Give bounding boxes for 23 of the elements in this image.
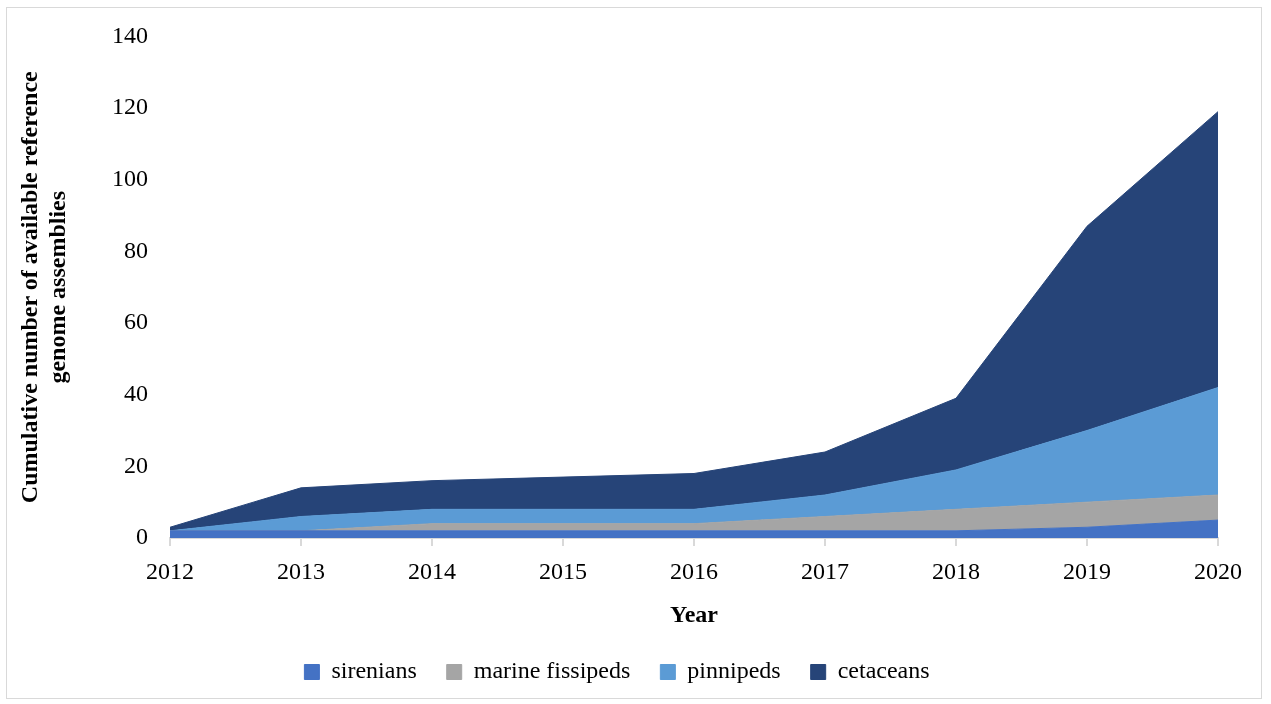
x-tick-label: 2018 (932, 557, 980, 584)
x-tick-label: 2019 (1063, 557, 1111, 584)
x-tick-label: 2016 (670, 557, 718, 584)
x-tick-label: 2020 (1194, 557, 1242, 584)
y-tick-label: 140 (112, 21, 148, 48)
x-axis-title: Year (670, 600, 719, 627)
y-tick-label: 80 (124, 236, 148, 263)
y-tick-label: 40 (124, 379, 148, 406)
y-axis-title: Cumulative number of available reference genome assemblies (15, 70, 71, 504)
x-tick-label: 2014 (408, 557, 456, 584)
legend-label: pinnipeds (687, 657, 781, 684)
y-tick-label: 20 (124, 451, 148, 478)
y-tick-label: 100 (112, 165, 148, 192)
legend-label: sirenians (331, 657, 417, 684)
y-tick-label: 60 (124, 308, 148, 335)
x-tick-label: 2017 (801, 557, 849, 584)
y-tick-label: 0 (136, 523, 148, 550)
legend-label: cetaceans (837, 657, 930, 684)
x-tick-label: 2013 (277, 557, 325, 584)
x-tick-label: 2015 (539, 557, 587, 584)
y-tick-label: 120 (112, 93, 148, 120)
legend-label: marine fissipeds (473, 657, 631, 684)
x-tick-label: 2012 (146, 557, 194, 584)
